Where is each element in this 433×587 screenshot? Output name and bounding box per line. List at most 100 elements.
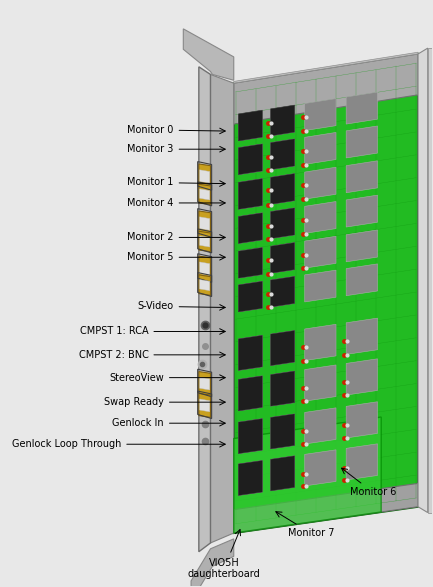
Text: Genlock In: Genlock In [112, 418, 225, 428]
Text: Monitor 0: Monitor 0 [127, 125, 225, 135]
Polygon shape [305, 133, 336, 164]
Polygon shape [199, 211, 210, 236]
Polygon shape [199, 393, 210, 417]
Polygon shape [271, 414, 294, 449]
Polygon shape [238, 144, 262, 175]
Polygon shape [238, 335, 262, 370]
Polygon shape [418, 48, 428, 512]
Text: Monitor 7: Monitor 7 [276, 512, 335, 538]
Polygon shape [271, 242, 294, 274]
Polygon shape [271, 330, 294, 366]
Polygon shape [199, 164, 210, 189]
Text: Genlock Loop Through: Genlock Loop Through [12, 439, 225, 449]
Polygon shape [238, 110, 262, 141]
Polygon shape [305, 237, 336, 268]
Polygon shape [271, 208, 294, 238]
Polygon shape [199, 275, 210, 295]
Polygon shape [346, 318, 378, 355]
Polygon shape [305, 167, 336, 199]
Polygon shape [234, 52, 418, 83]
Polygon shape [234, 417, 381, 533]
Polygon shape [238, 178, 262, 210]
Polygon shape [305, 365, 336, 401]
Polygon shape [346, 195, 378, 227]
Text: Monitor 1: Monitor 1 [127, 177, 225, 187]
Polygon shape [199, 256, 210, 281]
Polygon shape [238, 178, 262, 210]
Polygon shape [199, 231, 210, 252]
Polygon shape [238, 248, 262, 278]
Polygon shape [346, 264, 378, 296]
Polygon shape [305, 408, 336, 444]
Polygon shape [234, 483, 418, 533]
Polygon shape [271, 456, 294, 491]
Polygon shape [271, 242, 294, 274]
Polygon shape [271, 174, 294, 204]
Text: Monitor 2: Monitor 2 [127, 232, 225, 242]
Polygon shape [238, 461, 262, 495]
Polygon shape [200, 189, 210, 200]
Text: Monitor 4: Monitor 4 [127, 198, 225, 208]
Polygon shape [271, 414, 294, 449]
Text: CMPST 1: RCA: CMPST 1: RCA [80, 326, 225, 336]
Text: StereoView: StereoView [109, 373, 225, 383]
Polygon shape [183, 29, 234, 80]
Polygon shape [346, 230, 378, 262]
Polygon shape [238, 213, 262, 244]
Polygon shape [271, 276, 294, 307]
Polygon shape [238, 461, 262, 495]
Text: S-Video: S-Video [138, 301, 225, 311]
Polygon shape [305, 201, 336, 234]
Polygon shape [238, 419, 262, 454]
Text: VIO5H
daughterboard: VIO5H daughterboard [187, 529, 260, 579]
Polygon shape [238, 376, 262, 411]
Polygon shape [346, 402, 378, 438]
Text: Monitor 6: Monitor 6 [342, 468, 397, 497]
Polygon shape [200, 217, 210, 230]
Polygon shape [271, 174, 294, 204]
Polygon shape [199, 184, 210, 205]
Polygon shape [238, 110, 262, 141]
Polygon shape [271, 139, 294, 170]
Polygon shape [346, 92, 378, 124]
Polygon shape [234, 54, 418, 533]
Polygon shape [346, 161, 378, 193]
Polygon shape [305, 450, 336, 486]
Polygon shape [238, 248, 262, 278]
Polygon shape [199, 372, 210, 396]
Polygon shape [346, 126, 378, 158]
Polygon shape [271, 371, 294, 406]
Polygon shape [346, 444, 378, 480]
Text: Monitor 5: Monitor 5 [127, 252, 225, 262]
Polygon shape [271, 456, 294, 491]
Polygon shape [238, 376, 262, 411]
Polygon shape [200, 279, 210, 291]
Polygon shape [200, 377, 210, 390]
Polygon shape [271, 330, 294, 366]
Polygon shape [305, 324, 336, 360]
Polygon shape [238, 335, 262, 370]
Polygon shape [238, 144, 262, 175]
Polygon shape [234, 54, 418, 124]
Polygon shape [271, 105, 294, 136]
Polygon shape [271, 139, 294, 170]
Polygon shape [238, 213, 262, 244]
Polygon shape [428, 48, 433, 512]
Polygon shape [210, 75, 234, 543]
Text: CMPST 2: BNC: CMPST 2: BNC [78, 350, 225, 360]
Polygon shape [238, 281, 262, 312]
Polygon shape [238, 419, 262, 454]
Polygon shape [200, 170, 210, 183]
Text: Monitor 3: Monitor 3 [127, 144, 225, 154]
Polygon shape [305, 99, 336, 130]
Polygon shape [200, 236, 210, 247]
Polygon shape [271, 208, 294, 238]
Polygon shape [271, 371, 294, 406]
Polygon shape [200, 399, 210, 412]
Polygon shape [199, 67, 210, 552]
Polygon shape [271, 276, 294, 307]
Polygon shape [191, 539, 234, 587]
Text: Swap Ready: Swap Ready [104, 397, 225, 407]
Polygon shape [346, 359, 378, 395]
Polygon shape [238, 281, 262, 312]
